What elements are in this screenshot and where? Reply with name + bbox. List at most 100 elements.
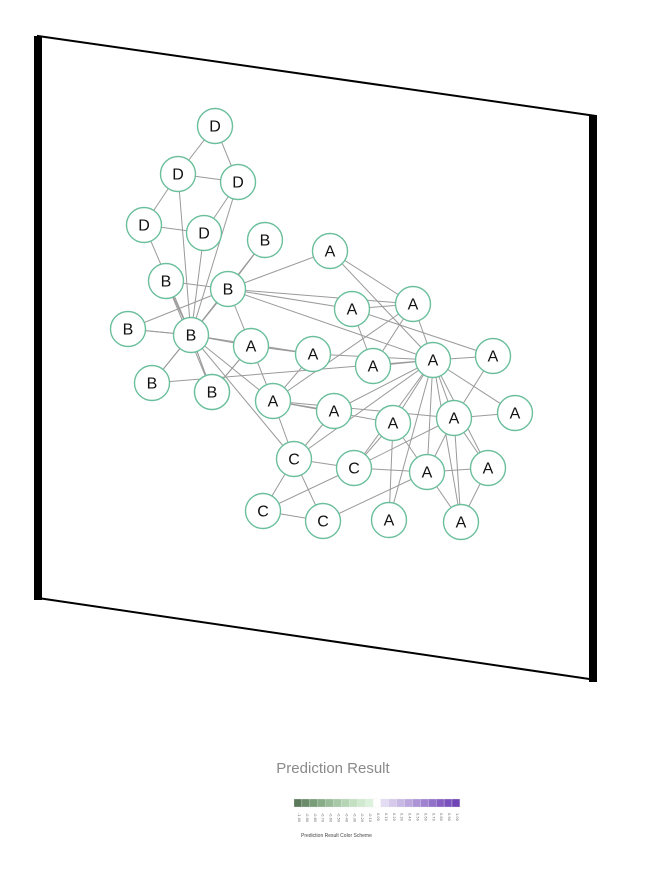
node-label: B — [147, 376, 158, 393]
graph-node-d[interactable]: D — [219, 163, 257, 201]
graph-node-d[interactable]: D — [125, 206, 163, 244]
graph-node-a[interactable]: A — [435, 399, 473, 437]
node-label: A — [308, 347, 319, 364]
node-label: A — [408, 297, 419, 314]
graph-node-b[interactable]: B — [172, 316, 210, 354]
node-circle — [354, 347, 392, 385]
graph-edge — [227, 288, 414, 305]
graph-node-b[interactable]: B — [193, 373, 231, 411]
legend-tick-label: 0.80 — [439, 813, 443, 821]
graph-edge — [227, 288, 434, 361]
node-label: D — [209, 119, 221, 136]
graph-node-a[interactable]: A — [408, 453, 446, 491]
node-circle — [304, 502, 342, 540]
node-circle — [172, 316, 210, 354]
node-circle — [133, 364, 171, 402]
node-circle — [147, 262, 185, 300]
graph-node-a[interactable]: A — [469, 449, 507, 487]
graph-node-a[interactable]: A — [394, 285, 432, 323]
legend-tick-label: -0.40 — [344, 813, 348, 822]
legend-caption: Prediction Result Color Scheme — [301, 833, 372, 839]
node-label: A — [325, 244, 336, 261]
nodes-layer: DDDDDBABBBAABBAAAAABBAAAAACCAACCAA — [109, 107, 534, 541]
graph-node-a[interactable]: A — [442, 503, 480, 541]
graph-node-d[interactable]: D — [196, 107, 234, 145]
graph-edge — [353, 417, 455, 469]
node-circle — [193, 373, 231, 411]
graph-node-a[interactable]: A — [333, 290, 371, 328]
node-circle — [232, 327, 270, 365]
legend-tick-label: -0.50 — [336, 813, 340, 822]
prediction-result-title: Prediction Result — [276, 760, 390, 777]
node-label: A — [510, 406, 521, 423]
legend-tick-label: 0.70 — [431, 813, 435, 821]
graph-node-a[interactable]: A — [496, 394, 534, 432]
legend-tick-label: 0.60 — [423, 813, 427, 821]
legend-tick-label: -1.00 — [297, 813, 301, 822]
legend-swatch — [451, 798, 461, 808]
legend-swatch — [357, 798, 366, 808]
legend-tick-label: -0.90 — [305, 813, 309, 822]
node-circle — [219, 163, 257, 201]
node-circle — [254, 382, 292, 420]
node-circle — [159, 155, 197, 193]
graph-node-a[interactable]: A — [474, 337, 512, 375]
graph-node-a[interactable]: A — [254, 382, 292, 420]
node-label: D — [172, 167, 184, 184]
graph-node-b[interactable]: B — [133, 364, 171, 402]
graph-node-d[interactable]: D — [159, 155, 197, 193]
legend-tick-label: 1.00 — [455, 813, 459, 821]
node-label: A — [368, 359, 379, 376]
legend-tick-label: -0.60 — [329, 813, 333, 822]
legend-tick-label: 0.00 — [376, 813, 380, 821]
graph-node-a[interactable]: A — [311, 232, 349, 270]
legend-swatch — [436, 798, 445, 808]
node-circle — [370, 501, 408, 539]
node-circle — [209, 270, 247, 308]
graph-node-a[interactable]: A — [315, 392, 353, 430]
node-label: A — [422, 465, 433, 482]
graph-edge — [272, 303, 414, 402]
node-circle — [374, 404, 412, 442]
graph-node-a[interactable]: A — [232, 327, 270, 365]
graph-node-a[interactable]: A — [294, 335, 332, 373]
graph-node-a[interactable]: A — [374, 404, 412, 442]
graph-node-a[interactable]: A — [354, 347, 392, 385]
graph-node-b[interactable]: B — [147, 262, 185, 300]
node-label: D — [138, 218, 150, 235]
node-label: C — [348, 461, 360, 478]
graph-node-c[interactable]: C — [335, 449, 373, 487]
node-label: A — [388, 416, 399, 433]
legend-swatch — [443, 798, 453, 808]
node-label: D — [198, 226, 210, 243]
graph-node-d[interactable]: D — [185, 214, 223, 252]
node-label: A — [449, 411, 460, 428]
node-label: C — [317, 514, 329, 531]
node-circle — [496, 394, 534, 432]
node-label: C — [288, 452, 300, 469]
node-label: A — [456, 515, 467, 532]
node-label: C — [257, 504, 269, 521]
node-label: A — [246, 339, 257, 356]
graph-node-a[interactable]: A — [370, 501, 408, 539]
node-circle — [185, 214, 223, 252]
legend-swatches — [293, 798, 461, 808]
graph-node-c[interactable]: C — [304, 502, 342, 540]
graph-node-b[interactable]: B — [246, 221, 284, 259]
node-label: B — [186, 328, 197, 345]
legend-swatch — [309, 798, 318, 808]
graph-node-b[interactable]: B — [209, 270, 247, 308]
legend-swatch — [301, 798, 310, 808]
legend-swatch — [388, 798, 397, 808]
node-label: A — [268, 394, 279, 411]
node-circle — [294, 335, 332, 373]
legend-swatch — [396, 798, 405, 808]
graph-node-c[interactable]: C — [244, 492, 282, 530]
node-label: A — [347, 302, 358, 319]
graph-edge — [177, 173, 192, 336]
graph-edge — [333, 359, 434, 412]
node-label: A — [488, 349, 499, 366]
graph-node-b[interactable]: B — [109, 310, 147, 348]
graph-node-c[interactable]: C — [275, 440, 313, 478]
graph-node-a[interactable]: A — [414, 341, 452, 379]
